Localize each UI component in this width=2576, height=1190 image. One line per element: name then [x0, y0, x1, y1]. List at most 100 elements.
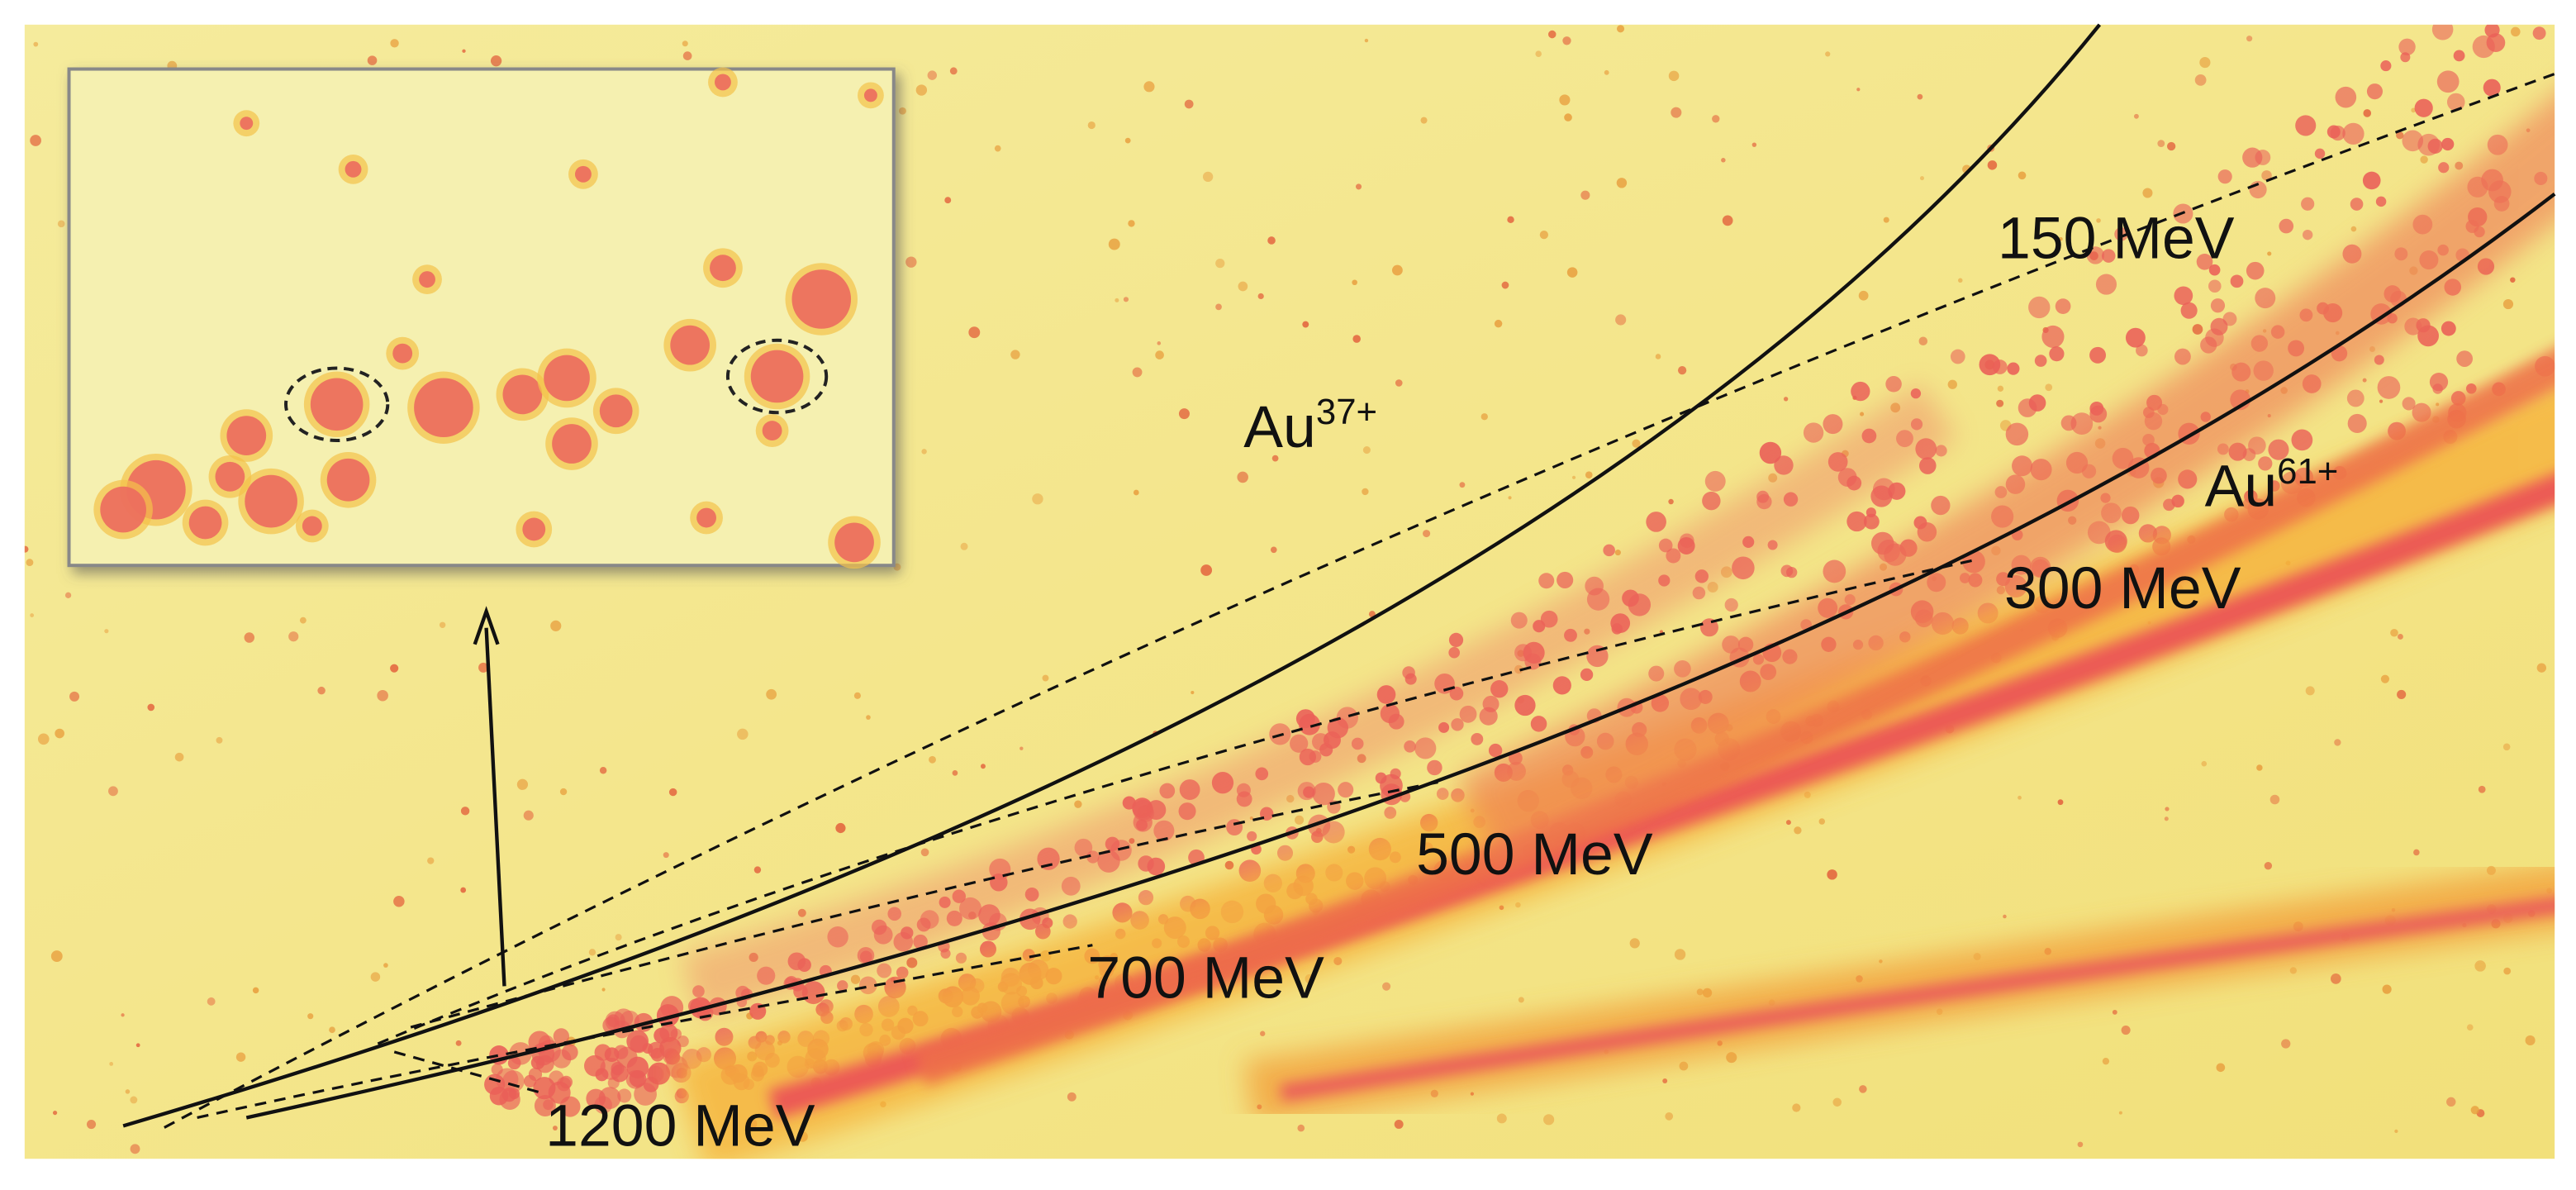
speck	[2441, 137, 2455, 151]
speck	[1566, 267, 1578, 278]
speck	[1665, 1111, 1674, 1121]
dashed-150	[164, 73, 2555, 1129]
speck	[1133, 489, 1139, 496]
speck	[383, 963, 388, 968]
speck	[2256, 764, 2263, 771]
speck	[460, 807, 470, 816]
speck	[2366, 83, 2384, 100]
speck	[955, 952, 967, 964]
speck	[1950, 349, 1965, 364]
speck	[670, 325, 711, 365]
speck	[1423, 530, 1431, 538]
speck	[2180, 302, 2198, 319]
speck	[896, 966, 909, 979]
speck	[1355, 183, 1362, 190]
speck	[317, 686, 326, 695]
speck	[553, 1028, 570, 1045]
speck	[1494, 319, 1503, 328]
speck	[69, 691, 80, 702]
speck	[207, 997, 216, 1006]
speck	[1507, 216, 1514, 224]
speck	[2112, 1009, 2117, 1015]
speck	[1580, 668, 1594, 682]
speck	[1856, 88, 1861, 92]
speck	[1042, 674, 1049, 682]
speck	[462, 49, 466, 53]
speck	[2246, 36, 2253, 42]
speck	[2289, 967, 2297, 974]
speck	[1364, 38, 1369, 43]
speck	[240, 117, 254, 131]
speck	[2402, 397, 2416, 411]
speck	[940, 948, 951, 959]
speck	[2269, 794, 2280, 805]
speck	[1562, 36, 1571, 45]
speck	[1803, 422, 1824, 443]
speck	[1488, 743, 1503, 758]
charge-curves	[122, 23, 2556, 1128]
speck	[710, 255, 736, 282]
speck	[2059, 237, 2063, 241]
speck	[1538, 573, 1555, 589]
ion: Au	[1243, 394, 1316, 460]
speck	[664, 1050, 681, 1065]
energy-label: 500 MeV	[1416, 821, 1653, 888]
speck	[1668, 498, 1674, 505]
speck	[2045, 383, 2053, 392]
speck	[393, 896, 405, 907]
curve-au61	[245, 192, 2556, 1120]
speck	[1062, 914, 1077, 929]
speck	[1384, 807, 1397, 819]
speck	[1276, 845, 1294, 861]
speck	[2382, 984, 2392, 994]
speck	[1918, 457, 1937, 474]
speck	[1646, 512, 1666, 532]
speck	[1996, 399, 2004, 407]
speck	[215, 461, 245, 492]
speck	[1947, 379, 1957, 389]
speck	[2486, 865, 2496, 875]
speck	[1726, 1052, 1737, 1064]
speck	[1931, 495, 1951, 516]
speck	[174, 752, 184, 762]
speck	[797, 908, 806, 917]
speck	[574, 165, 592, 183]
speck	[1860, 412, 1865, 416]
speck	[299, 616, 307, 624]
speck	[2005, 422, 2029, 446]
speck	[2164, 816, 2169, 821]
speck	[1604, 69, 1609, 75]
speck	[1987, 160, 1998, 170]
speck	[737, 728, 749, 740]
speck	[682, 51, 692, 60]
speck	[288, 631, 299, 642]
speck	[130, 1096, 138, 1104]
speck	[1543, 1114, 1555, 1126]
speck	[2446, 1097, 2456, 1107]
speck	[2390, 628, 2398, 637]
speck	[2070, 412, 2094, 436]
speck	[1530, 716, 1547, 732]
speck	[1143, 81, 1155, 93]
speck	[1514, 694, 1536, 716]
charge: 61+	[2277, 451, 2338, 492]
speck	[64, 592, 72, 598]
speck	[2438, 162, 2450, 174]
speck	[2474, 960, 2486, 972]
speck	[815, 1002, 829, 1016]
speck	[1338, 782, 1354, 798]
speck	[1448, 632, 1464, 648]
speck	[86, 1119, 97, 1130]
speck	[905, 256, 917, 268]
speck	[2003, 914, 2007, 919]
speck	[2455, 161, 2464, 170]
speck	[1851, 381, 1870, 402]
speck	[921, 449, 927, 455]
speck	[588, 949, 596, 956]
speck	[1019, 746, 1024, 750]
speck	[2470, 1106, 2479, 1115]
speck	[1501, 281, 1509, 289]
speck	[599, 394, 633, 428]
energy-label: 150 MeV	[1998, 205, 2235, 271]
speck	[37, 733, 50, 745]
